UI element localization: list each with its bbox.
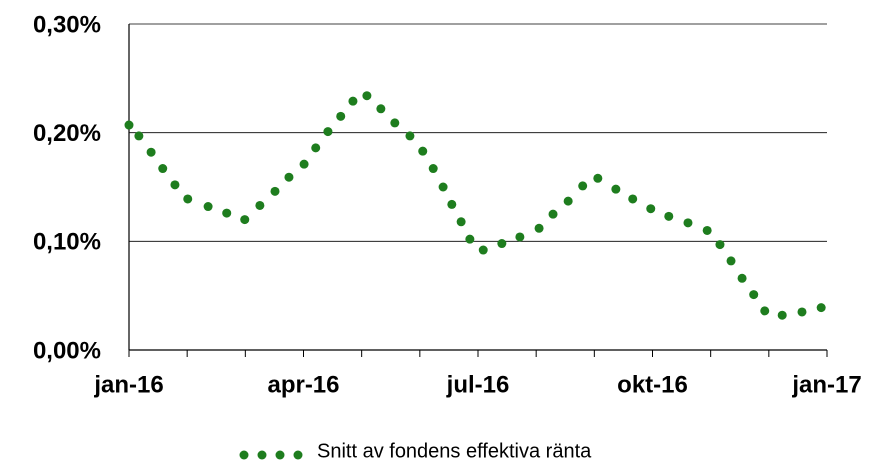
y-tick-label: 0,00% <box>33 337 101 364</box>
legend-swatch <box>257 450 267 460</box>
point <box>390 118 400 128</box>
point <box>515 232 525 242</box>
point <box>270 186 280 196</box>
point <box>170 180 180 190</box>
point <box>628 194 638 204</box>
point <box>683 218 693 228</box>
point <box>376 104 386 114</box>
legend-swatch <box>239 450 249 460</box>
point <box>563 196 573 206</box>
point <box>726 256 736 266</box>
point <box>456 217 466 227</box>
point <box>777 310 787 320</box>
point <box>348 96 358 106</box>
x-tick-label: jan-16 <box>93 371 163 398</box>
y-tick-label: 0,30% <box>33 11 101 38</box>
x-tick-label: jan-17 <box>791 371 861 398</box>
point <box>447 199 457 209</box>
point <box>323 127 333 137</box>
point <box>702 225 712 235</box>
x-tick-label: okt-16 <box>617 371 688 398</box>
point <box>593 173 603 183</box>
point <box>438 182 448 192</box>
point <box>497 239 507 249</box>
point <box>203 202 213 212</box>
point <box>362 91 372 101</box>
point <box>465 234 475 244</box>
legend-swatch <box>275 450 285 460</box>
point <box>405 131 415 141</box>
point <box>548 209 558 219</box>
point <box>611 184 621 194</box>
point <box>646 204 656 214</box>
point <box>134 131 144 141</box>
legend-swatch <box>293 450 303 460</box>
y-tick-label: 0,10% <box>33 229 101 256</box>
point <box>737 273 747 283</box>
point <box>760 306 770 316</box>
point <box>311 143 321 153</box>
point <box>478 245 488 255</box>
point <box>715 240 725 250</box>
x-tick-label: jul-16 <box>446 371 510 398</box>
point <box>146 147 156 157</box>
point <box>124 120 134 130</box>
point <box>816 303 826 313</box>
point <box>797 307 807 317</box>
point <box>240 215 250 225</box>
point <box>749 290 759 300</box>
point <box>418 146 428 156</box>
point <box>158 164 168 174</box>
point <box>664 211 674 221</box>
x-tick-label: apr-16 <box>267 371 339 398</box>
point <box>183 194 193 204</box>
point <box>578 181 588 191</box>
point <box>284 172 294 182</box>
point <box>336 111 346 121</box>
point <box>222 208 232 218</box>
point <box>534 223 544 233</box>
point <box>428 164 438 174</box>
y-tick-label: 0,20% <box>33 120 101 147</box>
legend-label: Snitt av fondens effektiva ränta <box>317 440 592 462</box>
point <box>255 200 265 210</box>
point <box>299 159 309 169</box>
